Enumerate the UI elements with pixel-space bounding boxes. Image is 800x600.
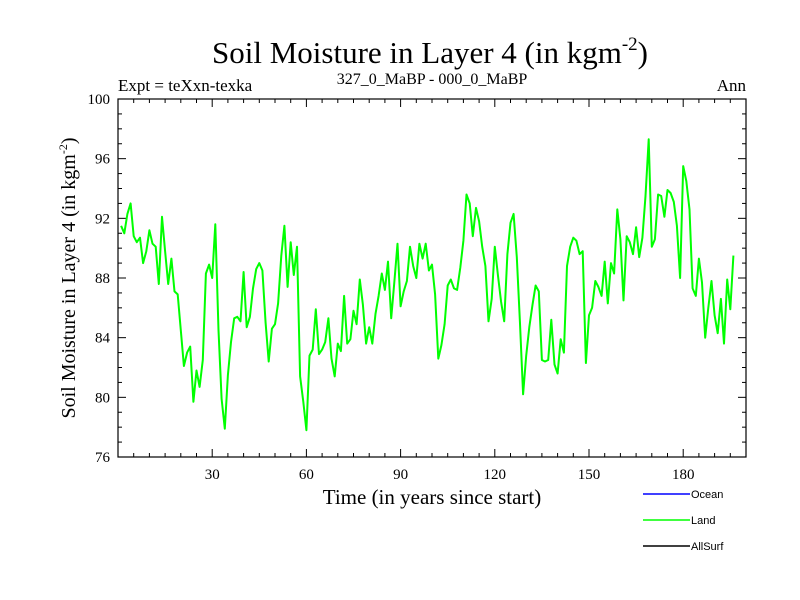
subtitle-season: Ann [717, 76, 747, 95]
y-tick-label: 96 [95, 152, 111, 168]
y-tick-label: 76 [95, 450, 111, 466]
y-tick-label: 88 [95, 271, 110, 287]
x-tick-label: 150 [578, 467, 601, 483]
y-axis-label: Soil Moisture in Layer 4 (in kgm-2) [56, 137, 80, 418]
x-tick-label: 60 [299, 467, 314, 483]
x-tick-label: 90 [393, 467, 408, 483]
x-tick-label: 180 [672, 467, 695, 483]
y-tick-label: 84 [95, 331, 111, 347]
x-tick-label: 120 [484, 467, 507, 483]
legend-label: Land [691, 515, 715, 527]
legend-item-ocean: Ocean [643, 489, 723, 501]
legend-item-land: Land [643, 515, 715, 527]
y-axis-ticks: 76 80 84 88 92 96 100 [88, 92, 746, 466]
legend-label: AllSurf [691, 541, 724, 553]
y-tick-label: 92 [95, 211, 110, 227]
x-axis-ticks: 30 60 90 120 150 180 [133, 99, 731, 483]
legend-item-allsurf: AllSurf [643, 541, 724, 553]
subtitle-experiment: Expt = teXxn-texka [118, 76, 253, 95]
x-tick-label: 30 [205, 467, 220, 483]
subtitle-period: 327_0_MaBP - 000_0_MaBP [337, 71, 528, 88]
x-axis-label: Time (in years since start) [323, 485, 542, 509]
y-tick-label: 80 [95, 390, 110, 406]
chart-title: Soil Moisture in Layer 4 (in kgm-2) [212, 34, 648, 70]
legend: Ocean Land AllSurf [643, 489, 724, 553]
series-line-land [120, 138, 735, 432]
y-tick-label: 100 [88, 92, 111, 108]
legend-label: Ocean [691, 489, 723, 501]
